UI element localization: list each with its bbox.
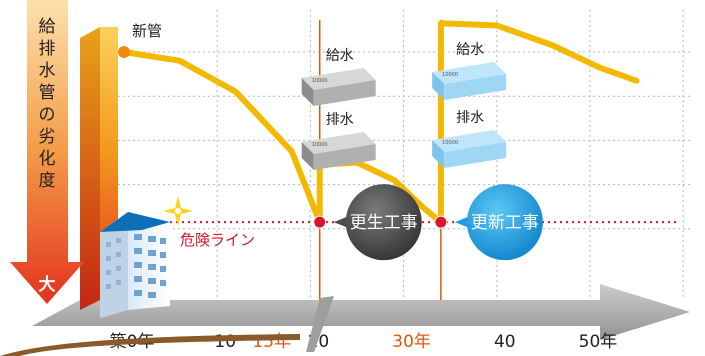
danger-point <box>313 215 327 229</box>
construction-events: 更生工事 更新工事 <box>333 184 543 261</box>
degradation-label-char: 化 <box>39 149 56 169</box>
degradation-bar-side <box>80 27 100 310</box>
bill-stack-blue: 10000 給水 <box>432 42 507 100</box>
bill-label: 排水 <box>326 112 354 128</box>
event-label: 更生工事 <box>350 213 418 233</box>
bill-value-text: 10000 <box>312 142 328 148</box>
danger-points <box>313 215 448 229</box>
x-tick-label: 10 <box>214 332 236 352</box>
apartment-building-icon <box>100 212 170 318</box>
pointer-tail <box>306 296 334 352</box>
bill-label: 排水 <box>456 110 484 126</box>
danger-point <box>434 215 448 229</box>
danger-line-label: 危険ライン <box>180 231 255 249</box>
degradation-max-label: 大 <box>39 274 56 295</box>
bill-value-text: 10000 <box>312 78 328 84</box>
bill-value-text: 10000 <box>442 140 458 146</box>
bill-stack-gray: 10000 給水 <box>301 48 376 106</box>
degradation-curve <box>118 20 640 226</box>
bill-label: 給水 <box>456 42 484 58</box>
sparkle-icon <box>163 196 193 226</box>
x-tick-label: 30年 <box>392 332 431 352</box>
x-tick-label: 40 <box>494 332 516 352</box>
cost-bills: 10000 給水 10000 排水 10000 給水 10000 排水 <box>301 42 507 170</box>
degradation-label-char: 管 <box>39 83 56 103</box>
bill-stack-blue: 10000 排水 <box>432 110 507 168</box>
degradation-curve-segment <box>121 49 323 226</box>
event-label: 更新工事 <box>471 213 539 233</box>
bill-value-text: 10000 <box>442 72 458 78</box>
event-renewal: 更新工事 <box>454 184 543 261</box>
degradation-label-char: 給 <box>39 17 56 37</box>
bottom-swoosh <box>0 334 300 356</box>
degradation-label-char: 水 <box>39 61 56 81</box>
new-pipe-label: 新管 <box>132 22 162 40</box>
degradation-label-char: 劣 <box>39 127 56 147</box>
time-axis-arrow <box>32 284 690 340</box>
new-pipe-point <box>118 46 130 58</box>
degradation-arrow <box>10 0 84 304</box>
degradation-label-char: 度 <box>39 171 56 191</box>
x-tick-label: 50年 <box>579 332 618 352</box>
degradation-curve-segment <box>437 20 640 226</box>
bill-label: 給水 <box>326 48 354 64</box>
degradation-label-char: 排 <box>39 39 56 59</box>
degradation-curve-segment <box>316 159 444 226</box>
event-regeneration: 更生工事 <box>333 184 422 261</box>
degradation-label-char: の <box>39 105 56 125</box>
bill-stack-gray: 10000 排水 <box>301 112 376 170</box>
